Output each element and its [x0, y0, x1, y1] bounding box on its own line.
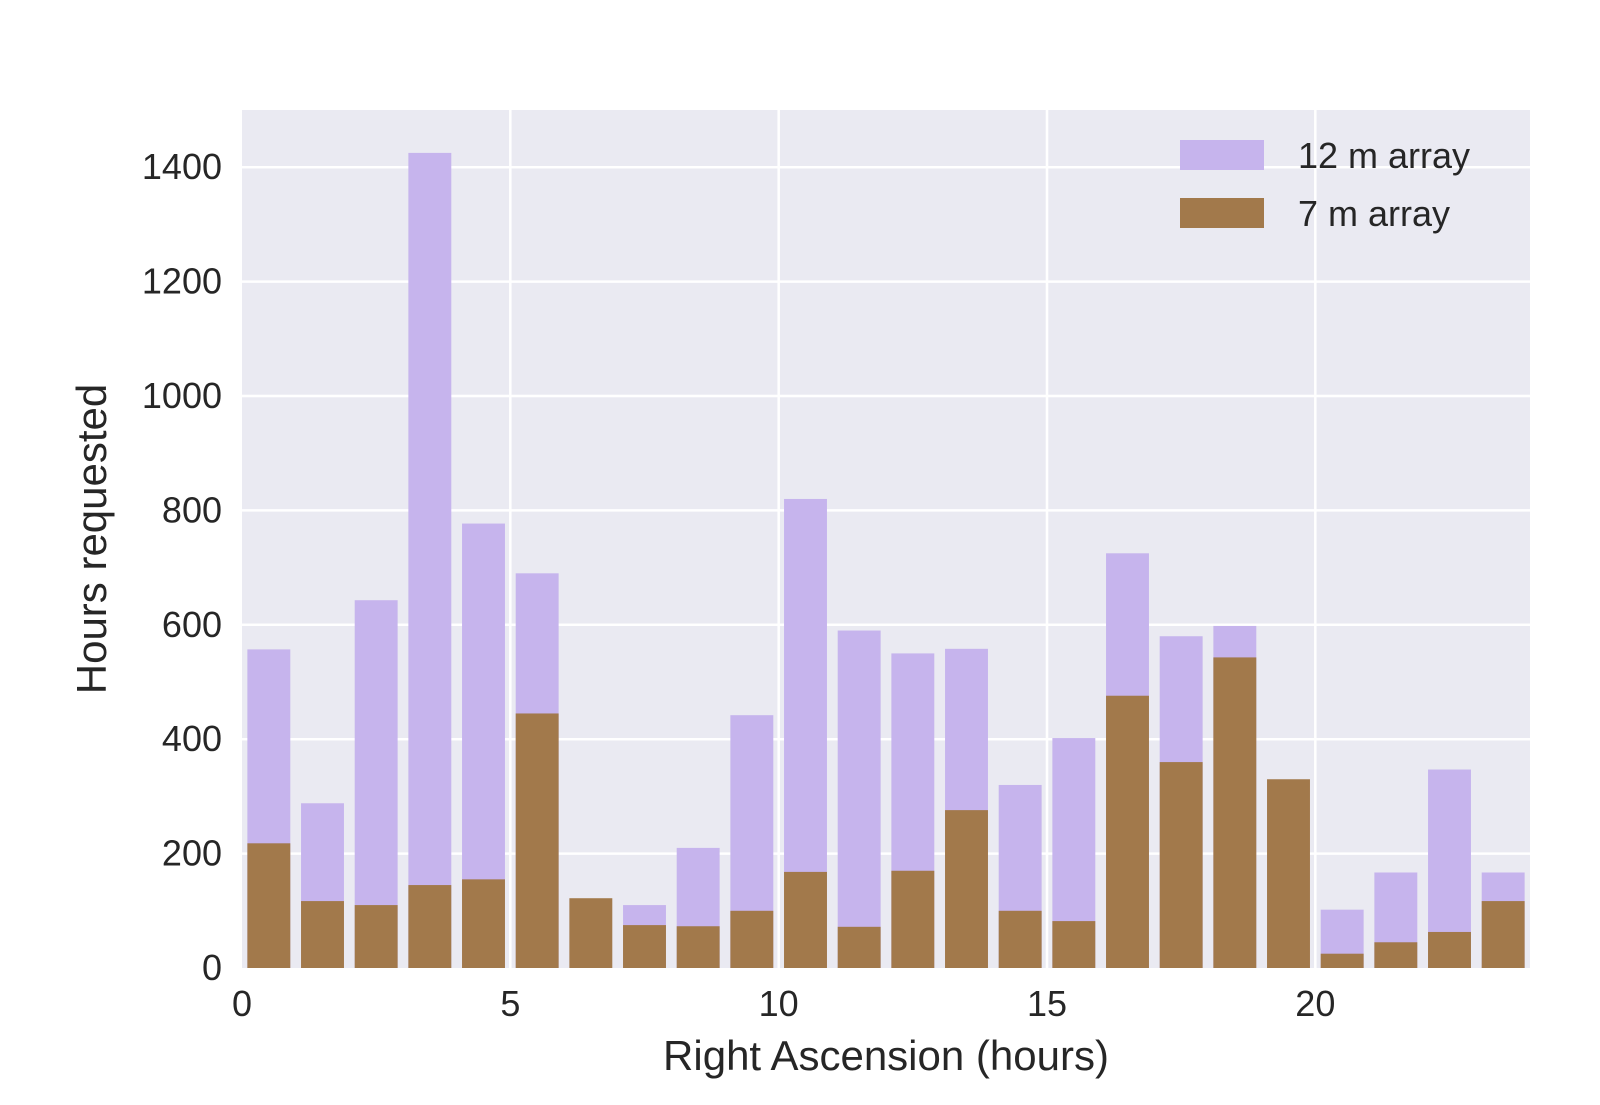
grid-lines — [242, 110, 1530, 968]
bar-7m-ra-11 — [837, 926, 881, 968]
bar-7m-ra-17 — [1159, 762, 1203, 968]
bar-7m-ra-5 — [515, 713, 559, 968]
bar-7m-ra-16 — [1106, 695, 1149, 968]
y-tick-label: 600 — [162, 604, 222, 645]
legend-label-12m: 12 m array — [1298, 135, 1470, 176]
bar-7m-ra-14 — [998, 910, 1042, 968]
legend-swatch-12m — [1180, 140, 1264, 170]
x-tick-label: 0 — [232, 983, 252, 1024]
bar-7m-ra-6 — [569, 898, 613, 968]
x-tick-label: 10 — [759, 983, 799, 1024]
legend: 12 m array 7 m array — [1180, 135, 1470, 234]
bars — [247, 152, 1525, 968]
bar-7m-ra-8 — [676, 926, 720, 968]
y-tick-label: 800 — [162, 489, 222, 530]
x-axis-title: Right Ascension (hours) — [663, 1032, 1109, 1079]
bar-7m-ra-10 — [784, 871, 827, 968]
bar-7m-ra-7 — [623, 925, 666, 968]
bar-7m-ra-1 — [301, 901, 344, 968]
bar-7m-ra-2 — [354, 905, 398, 968]
bar-7m-ra-21 — [1374, 942, 1418, 968]
bar-7m-ra-12 — [891, 870, 935, 968]
legend-label-7m: 7 m array — [1298, 193, 1450, 234]
y-tick-label: 1000 — [142, 375, 222, 416]
bar-12m-ra-11 — [837, 630, 881, 968]
y-tick-label: 400 — [162, 718, 222, 759]
y-axis-ticks: 0 200 400 600 800 1000 1200 1400 — [142, 146, 222, 988]
y-axis-title: Hours requested — [68, 384, 115, 695]
bar-7m-ra-3 — [408, 885, 452, 968]
y-tick-label: 200 — [162, 833, 222, 874]
x-tick-label: 20 — [1295, 983, 1335, 1024]
y-tick-label: 0 — [202, 947, 222, 988]
x-axis-ticks: 0 5 10 15 20 — [232, 983, 1335, 1024]
y-tick-label: 1400 — [142, 146, 222, 187]
bar-7m-ra-9 — [730, 910, 774, 968]
bar-7m-ra-20 — [1320, 953, 1364, 968]
legend-swatch-7m — [1180, 198, 1264, 228]
bar-7m-ra-0 — [247, 843, 291, 968]
bar-7m-ra-13 — [945, 810, 988, 968]
bar-7m-ra-15 — [1052, 921, 1096, 968]
bar-7m-ra-22 — [1428, 931, 1471, 968]
bar-7m-ra-18 — [1213, 657, 1257, 968]
x-tick-label: 5 — [500, 983, 520, 1024]
y-tick-label: 1200 — [142, 261, 222, 302]
bar-7m-ra-23 — [1481, 901, 1525, 968]
bar-7m-ra-19 — [1267, 779, 1310, 968]
bar-12m-ra-3 — [408, 152, 452, 968]
x-tick-label: 15 — [1027, 983, 1067, 1024]
bar-7m-ra-4 — [462, 879, 505, 968]
